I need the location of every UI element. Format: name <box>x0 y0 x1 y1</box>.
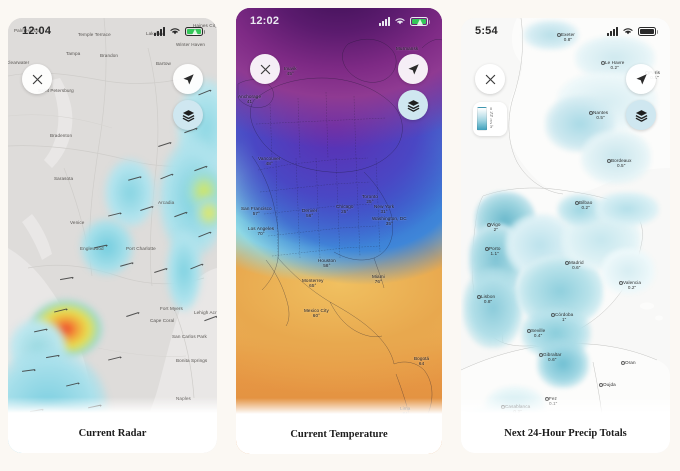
legend-tick: ¼ <box>490 110 493 115</box>
panel-caption-radar: Current Radar <box>8 397 217 453</box>
locate-button[interactable] <box>173 64 203 94</box>
layers-button[interactable] <box>398 90 428 120</box>
locate-arrow-icon <box>182 73 194 85</box>
precip-legend: 0 ¼ ½ 1 2 3" <box>473 102 507 136</box>
panel-current-radar[interactable]: Palm Harbor Clearwater Temple Terrace Lakel… <box>8 18 217 453</box>
radar-echo <box>80 218 134 276</box>
layers-icon <box>407 99 419 112</box>
precip-shade <box>463 268 523 348</box>
legend-tick: 2 <box>490 121 492 126</box>
locate-arrow-icon <box>635 73 647 85</box>
locate-arrow-icon <box>407 63 419 75</box>
panel-current-temperature[interactable]: Murmansk Inuvik 45° Anchorage 41 Vancouver 48°… <box>236 8 442 454</box>
north-america-outlines <box>237 38 442 454</box>
panel-caption-temperature: Current Temperature <box>236 398 442 454</box>
legend-tick: 0 <box>490 107 492 111</box>
legend-tick: ½ <box>490 114 493 119</box>
layers-icon <box>182 109 194 122</box>
locate-button[interactable] <box>398 54 428 84</box>
close-button[interactable] <box>250 54 280 84</box>
precip-shade <box>601 248 655 294</box>
close-icon <box>485 74 495 84</box>
precip-shade <box>523 20 579 50</box>
close-icon <box>260 64 270 74</box>
radar-echo <box>104 158 156 228</box>
close-button[interactable] <box>475 64 505 94</box>
precip-shade <box>581 130 651 184</box>
radar-echo <box>194 196 217 230</box>
close-icon <box>32 74 42 84</box>
close-button[interactable] <box>22 64 52 94</box>
legend-tick: 3" <box>490 124 494 129</box>
layers-button[interactable] <box>626 100 656 130</box>
layers-button[interactable] <box>173 100 203 130</box>
panel-caption-precip: Next 24-Hour Precip Totals <box>461 397 670 453</box>
precip-shade-heavy <box>537 340 589 388</box>
precip-legend-ramp <box>477 107 487 131</box>
legend-tick: 1 <box>490 117 492 122</box>
precip-legend-labels: 0 ¼ ½ 1 2 3" <box>490 107 493 131</box>
layers-icon <box>635 109 647 122</box>
locate-button[interactable] <box>626 64 656 94</box>
precip-shade <box>595 192 659 226</box>
radar-echo <box>166 230 202 312</box>
